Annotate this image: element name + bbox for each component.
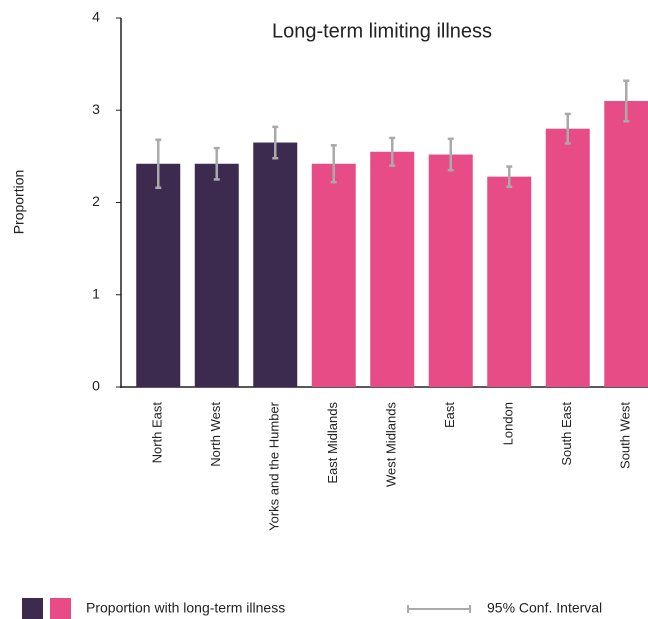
x-tick-label: East Midlands xyxy=(325,402,340,484)
x-tick-label: London xyxy=(501,402,516,445)
x-tick-label: South West xyxy=(618,402,633,469)
x-tick-label: Yorks and the Humber xyxy=(267,401,282,531)
bar xyxy=(487,176,532,387)
y-tick-label: 4 xyxy=(92,9,100,25)
bar xyxy=(370,151,415,387)
legend-label: 95% Conf. Interval xyxy=(487,600,602,616)
y-tick-label: 1 xyxy=(92,285,100,301)
x-tick-label: North East xyxy=(150,402,165,464)
legend-swatch xyxy=(50,598,71,619)
x-tick-label: North West xyxy=(208,402,223,467)
bar xyxy=(604,101,648,388)
y-axis-label: Proportion xyxy=(11,170,27,235)
bar xyxy=(311,163,356,387)
bar xyxy=(194,163,239,387)
y-tick-label: 3 xyxy=(92,101,100,117)
bar xyxy=(428,154,473,387)
bar xyxy=(136,163,181,387)
y-tick-label: 0 xyxy=(92,378,100,394)
chart-title: Long-term limiting illness xyxy=(272,20,492,42)
x-tick-label: East xyxy=(442,402,457,428)
legend-swatch xyxy=(22,598,43,619)
legend-label: Proportion with long-term illness xyxy=(86,600,285,616)
x-tick-label: West Midlands xyxy=(384,402,399,488)
bar xyxy=(545,128,590,387)
x-tick-label: South East xyxy=(559,402,574,466)
y-tick-label: 2 xyxy=(92,193,100,209)
bar xyxy=(253,142,298,387)
